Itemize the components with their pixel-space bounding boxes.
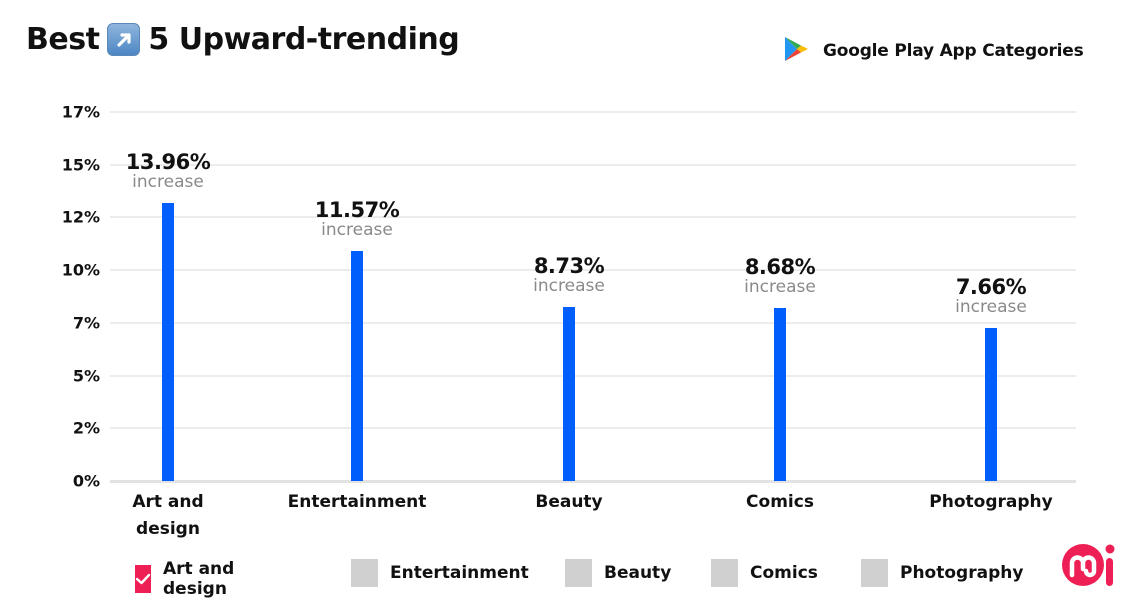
legend-label: Comics xyxy=(750,563,818,583)
x-axis-category-label: Beauty xyxy=(535,492,603,512)
legend-item[interactable]: Photography xyxy=(861,559,1023,587)
y-axis-tick-label: 7% xyxy=(72,313,100,333)
y-axis-tick-label: 17% xyxy=(61,102,100,122)
mi-logo xyxy=(1061,543,1121,587)
y-axis-tick-label: 5% xyxy=(72,366,100,386)
bar-sublabel: increase xyxy=(321,219,393,240)
bar-value: 13.96% xyxy=(125,150,211,174)
bar-value: 8.73% xyxy=(533,254,605,279)
gridline xyxy=(110,321,1076,324)
legend-checkbox[interactable] xyxy=(351,559,378,587)
bar-sublabel: increase xyxy=(132,172,204,192)
bar-data-label: 8.68% increase xyxy=(700,256,860,296)
legend-label: Entertainment xyxy=(390,563,529,583)
x-axis-category-label: Comics xyxy=(746,492,814,512)
legend-checkbox[interactable] xyxy=(861,559,888,587)
bar-sublabel: increase xyxy=(955,297,1027,318)
title-suffix: 5 Upward-trending xyxy=(148,22,460,57)
gridline xyxy=(110,480,1076,483)
legend-label: Photography xyxy=(900,563,1024,583)
legend-label: Beauty xyxy=(604,563,672,583)
source-badge: Google Play App Categories xyxy=(784,36,1084,66)
x-axis-category-label: Art and design xyxy=(132,492,204,539)
bar-sublabel: increase xyxy=(744,277,816,298)
bar-value: 11.57% xyxy=(314,197,400,222)
gridline xyxy=(110,111,1076,113)
legend-checkbox[interactable] xyxy=(565,559,592,587)
y-axis-tick-label: 10% xyxy=(61,260,100,280)
bar[interactable] xyxy=(351,250,363,481)
bar[interactable] xyxy=(985,328,997,481)
legend-checkbox[interactable] xyxy=(711,559,738,587)
x-axis-category-label: Entertainment xyxy=(287,492,427,512)
gridline xyxy=(110,163,1076,166)
y-axis-tick-label: 12% xyxy=(61,207,100,227)
y-axis-tick-label: 15% xyxy=(61,155,100,175)
google-play-icon xyxy=(784,36,809,66)
gridline xyxy=(110,374,1076,377)
legend-label: Art and design xyxy=(163,559,235,599)
chart-title: Best 5 Upward-trending xyxy=(26,22,460,57)
gridline xyxy=(110,427,1076,430)
source-label: Google Play App Categories xyxy=(823,41,1084,61)
y-axis-tick-label: 0% xyxy=(72,471,100,491)
bar-data-label: 7.66% increase xyxy=(911,276,1071,316)
checkmark-icon xyxy=(135,573,151,585)
bar[interactable] xyxy=(563,307,575,481)
bar-value: 7.66% xyxy=(955,275,1027,300)
x-axis-category-label: Photography xyxy=(929,492,1053,512)
bar-value: 8.68% xyxy=(744,255,816,280)
title-prefix: Best xyxy=(26,22,100,57)
gridline xyxy=(110,269,1076,272)
bar[interactable] xyxy=(162,203,174,481)
legend-item[interactable]: Beauty xyxy=(565,559,671,587)
bar-data-label: 8.73% increase xyxy=(489,255,649,295)
bar-data-label: 13.96% increase xyxy=(88,151,248,191)
gridline xyxy=(110,216,1076,219)
legend-item[interactable]: Comics xyxy=(711,559,818,587)
legend-checkbox-checked[interactable] xyxy=(135,565,151,593)
bar-sublabel: increase xyxy=(533,276,605,297)
bar-data-label: 11.57% increase xyxy=(277,199,437,239)
legend-item[interactable]: Art and design xyxy=(135,559,238,599)
up-right-arrow-icon xyxy=(107,23,141,56)
legend-item[interactable]: Entertainment xyxy=(351,559,529,587)
bar[interactable] xyxy=(774,308,786,481)
y-axis-tick-label: 2% xyxy=(72,418,100,438)
